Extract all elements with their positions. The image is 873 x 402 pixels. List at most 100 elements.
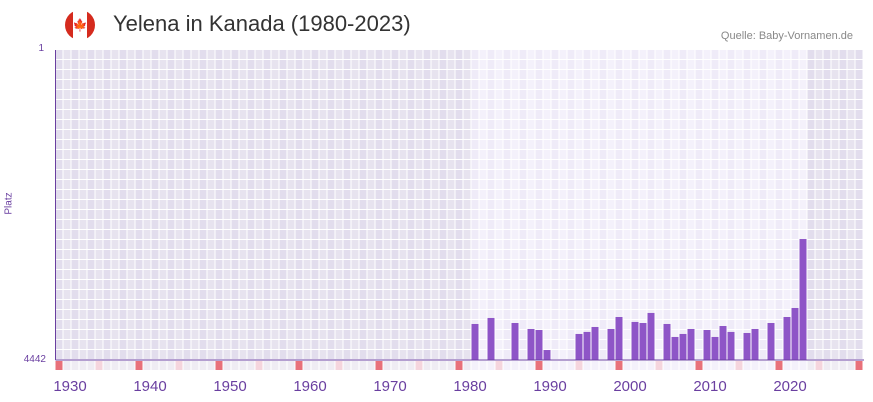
grid-cell — [167, 340, 175, 349]
grid-cell — [663, 250, 671, 259]
grid-cell — [279, 170, 287, 179]
grid-cell — [71, 310, 79, 319]
grid-cell — [111, 150, 119, 159]
grid-cell — [71, 140, 79, 149]
grid-cell — [783, 60, 791, 69]
grid-cell — [303, 300, 311, 309]
grid-cell — [311, 130, 319, 139]
grid-cell — [631, 170, 639, 179]
grid-cell — [831, 80, 839, 89]
grid-cell — [647, 150, 655, 159]
grid-cell — [559, 50, 567, 59]
grid-cell — [591, 140, 599, 149]
grid-cell — [175, 320, 183, 329]
grid-cell — [535, 160, 543, 169]
grid-cell — [207, 270, 215, 279]
grid-cell — [815, 260, 823, 269]
grid-cell — [639, 310, 647, 319]
grid-cell — [503, 130, 511, 139]
grid-cell — [127, 350, 135, 359]
grid-cell — [359, 310, 367, 319]
grid-cell — [727, 310, 735, 319]
grid-cell — [399, 330, 407, 339]
grid-cell — [231, 140, 239, 149]
grid-cell — [55, 300, 63, 309]
grid-cell — [807, 150, 815, 159]
grid-cell — [127, 110, 135, 119]
decade-marker — [455, 361, 463, 370]
grid-cell — [607, 300, 615, 309]
grid-cell — [679, 180, 687, 189]
grid-cell — [775, 280, 783, 289]
grid-cell — [167, 270, 175, 279]
grid-cell — [479, 280, 487, 289]
grid-cell — [383, 320, 391, 329]
grid-cell — [535, 230, 543, 239]
grid-cell — [447, 200, 455, 209]
grid-cell — [143, 260, 151, 269]
grid-cell — [823, 310, 831, 319]
grid-cell — [663, 290, 671, 299]
grid-cell — [719, 270, 727, 279]
grid-cell — [503, 230, 511, 239]
grid-cell — [607, 110, 615, 119]
grid-cell — [431, 100, 439, 109]
grid-cell — [343, 270, 351, 279]
grid-cell — [631, 230, 639, 239]
grid-cell — [415, 190, 423, 199]
grid-cell — [287, 120, 295, 129]
grid-cell — [167, 120, 175, 129]
grid-cell — [159, 220, 167, 229]
grid-cell — [407, 130, 415, 139]
grid-cell — [647, 120, 655, 129]
grid-cell — [543, 170, 551, 179]
grid-cell — [367, 230, 375, 239]
grid-cell — [391, 110, 399, 119]
grid-cell — [831, 120, 839, 129]
grid-cell — [535, 50, 543, 59]
decade-marker — [679, 361, 687, 370]
grid-cell — [479, 130, 487, 139]
grid-cell — [687, 150, 695, 159]
grid-cell — [167, 230, 175, 239]
grid-cell — [719, 130, 727, 139]
grid-cell — [119, 270, 127, 279]
grid-cell — [647, 90, 655, 99]
grid-cell — [559, 290, 567, 299]
grid-cell — [367, 60, 375, 69]
grid-cell — [711, 230, 719, 239]
grid-cell — [239, 100, 247, 109]
grid-cell — [335, 320, 343, 329]
grid-cell — [111, 250, 119, 259]
decade-marker — [783, 361, 791, 370]
grid-cell — [79, 140, 87, 149]
grid-cell — [151, 210, 159, 219]
grid-cell — [367, 260, 375, 269]
grid-cell — [727, 280, 735, 289]
grid-cell — [775, 80, 783, 89]
grid-cell — [703, 260, 711, 269]
grid-cell — [271, 290, 279, 299]
grid-cell — [623, 210, 631, 219]
grid-cell — [607, 130, 615, 139]
grid-cell — [551, 80, 559, 89]
grid-cell — [319, 160, 327, 169]
grid-cell — [783, 140, 791, 149]
grid-cell — [647, 240, 655, 249]
grid-cell — [111, 330, 119, 339]
grid-cell — [199, 300, 207, 309]
grid-cell — [671, 130, 679, 139]
grid-cell — [271, 100, 279, 109]
grid-cell — [591, 100, 599, 109]
grid-cell — [431, 160, 439, 169]
grid-cell — [687, 180, 695, 189]
grid-cell — [783, 80, 791, 89]
grid-cell — [391, 70, 399, 79]
decade-marker — [471, 361, 479, 370]
grid-cell — [351, 100, 359, 109]
grid-cell — [847, 250, 855, 259]
grid-cell — [671, 300, 679, 309]
grid-cell — [103, 270, 111, 279]
source-link[interactable]: Quelle: Baby-Vornamen.de — [720, 30, 853, 42]
grid-cell — [775, 120, 783, 129]
